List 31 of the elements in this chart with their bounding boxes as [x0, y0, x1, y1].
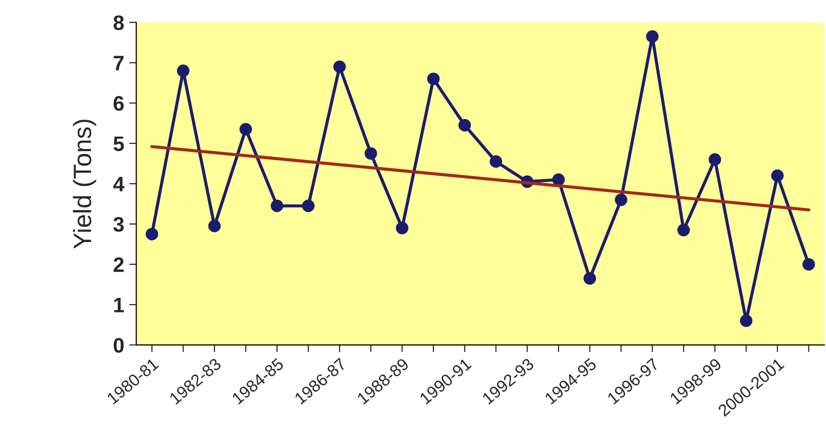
- point: [176, 64, 190, 78]
- point: [240, 123, 252, 136]
- point: [677, 224, 690, 236]
- y-tick-label: 5: [114, 136, 124, 152]
- point: [208, 220, 221, 232]
- y-tick-label: 7: [114, 56, 124, 70]
- point: [270, 200, 284, 212]
- point: [646, 30, 659, 43]
- y-axis-title: Yield (Tons): [72, 120, 96, 249]
- point: [427, 72, 440, 86]
- y-tick-label: 3: [113, 217, 124, 232]
- y-tick-label: 0: [114, 338, 124, 353]
- y-tick-label: 2: [114, 257, 124, 272]
- y-tick-label: 4: [113, 176, 124, 192]
- point: [333, 60, 346, 74]
- point: [458, 118, 471, 132]
- point: [552, 173, 565, 186]
- point: [396, 222, 408, 234]
- y-tick-label: 1: [114, 298, 124, 312]
- point: [302, 200, 315, 212]
- point: [490, 155, 502, 168]
- point: [364, 147, 378, 160]
- point: [146, 228, 158, 240]
- point: [708, 153, 722, 166]
- point: [584, 272, 596, 285]
- point: [614, 194, 628, 206]
- point: [740, 314, 752, 328]
- point: [771, 169, 784, 182]
- point: [802, 258, 815, 271]
- y-tick-label: 6: [114, 96, 124, 111]
- y-tick-label: 8: [114, 15, 124, 30]
